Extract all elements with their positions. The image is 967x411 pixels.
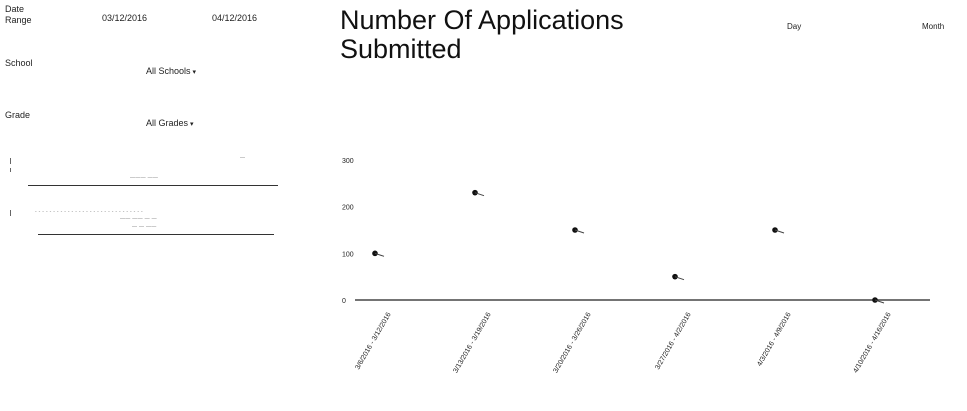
data-point <box>472 189 478 196</box>
divider <box>38 234 274 235</box>
date-to-field[interactable]: 04/12/2016 <box>212 13 258 23</box>
faint-text: — <box>240 155 246 161</box>
x-tick-label: 4/10/2016 - 4/16/2016 <box>852 311 892 374</box>
data-segment <box>674 276 685 281</box>
row-marker <box>10 158 11 164</box>
grade-label: Grade <box>5 110 31 120</box>
data-segment <box>774 229 785 234</box>
data-segment <box>574 229 585 234</box>
day-toggle[interactable]: Day <box>787 22 802 31</box>
data-segment <box>374 252 385 257</box>
x-tick-label: 3/20/2016 - 3/26/2016 <box>552 311 592 374</box>
y-tick-label: 0 <box>342 298 346 305</box>
faint-text: - - - - - - - - - - - - - - - - - - - - … <box>35 209 143 215</box>
school-dropdown[interactable]: All Schools ▾ <box>146 66 196 76</box>
data-point <box>572 227 578 233</box>
row-marker <box>10 168 11 172</box>
x-tick-label: 4/3/2016 - 4/9/2016 <box>756 311 792 367</box>
date-range-label: Date Range <box>5 4 32 25</box>
x-tick-label: 3/13/2016 - 3/19/2016 <box>452 311 492 374</box>
data-segment <box>874 299 885 304</box>
x-tick-label: 3/27/2016 - 4/2/2016 <box>654 311 692 371</box>
y-tick-label: 100 <box>342 251 354 258</box>
date-from-field[interactable]: 03/12/2016 <box>102 13 148 23</box>
applications-chart: 0 100 200 300 3/6/2016 - 3/12/2016 3/13/2016 … <box>342 158 930 374</box>
grade-dropdown-value: All Grades <box>146 118 189 128</box>
school-label: School <box>5 58 33 68</box>
school-dropdown-value: All Schools <box>146 66 191 76</box>
filters-panel: Date Range 03/12/2016 04/12/2016 School … <box>0 0 300 411</box>
month-toggle[interactable]: Month <box>922 22 945 31</box>
grade-dropdown[interactable]: All Grades ▾ <box>146 118 194 128</box>
faint-text: —— —— — — <box>120 216 157 222</box>
y-tick-label: 300 <box>342 158 354 165</box>
row-marker <box>10 210 11 216</box>
faint-text: — — —— <box>132 224 157 230</box>
chart-title: Number Of Applications Submitted <box>340 5 624 64</box>
x-tick-label: 3/6/2016 - 3/12/2016 <box>354 311 392 371</box>
divider <box>28 185 278 186</box>
data-segment <box>474 192 485 197</box>
chevron-down-icon: ▾ <box>192 69 197 76</box>
chevron-down-icon: ▾ <box>190 121 194 128</box>
y-tick-label: 200 <box>342 205 354 212</box>
faint-text: ——— —— <box>130 175 159 181</box>
